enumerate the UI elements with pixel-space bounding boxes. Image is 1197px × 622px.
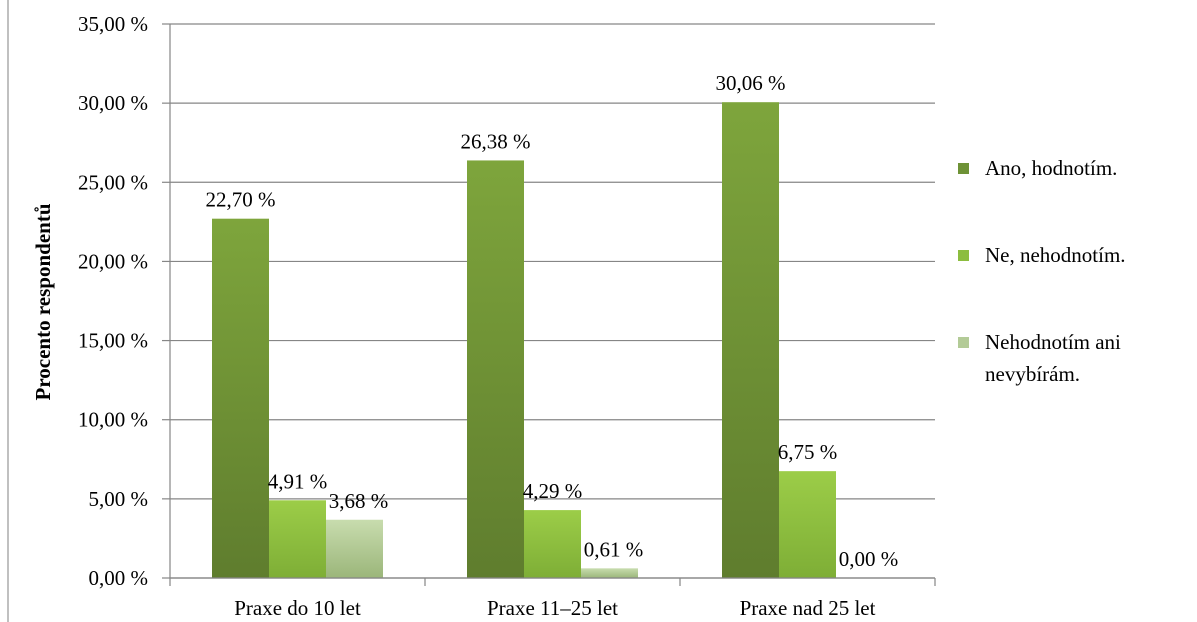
bar <box>779 471 836 578</box>
y-tick-label: 10,00 % <box>78 408 148 432</box>
bar <box>269 500 326 578</box>
bar <box>467 160 524 578</box>
data-label: 6,75 % <box>778 440 838 464</box>
data-labels: 22,70 % 4,91 %3,68 % 26,38 % 4,29 % 0,61 % 30… <box>206 71 899 571</box>
x-tick-label: Praxe do 10 let <box>234 596 361 620</box>
data-label: 4,91 % <box>268 469 328 493</box>
legend-swatch <box>958 250 969 261</box>
y-axis-title: Procento respondentů <box>31 203 55 400</box>
y-tick-label: 35,00 % <box>78 12 148 36</box>
y-tick-label: 0,00 % <box>89 566 149 590</box>
y-tick-label: 20,00 % <box>78 249 148 273</box>
legend: Ano, hodnotím. Ne, nehodnotím. Nehodnotím … <box>958 156 1126 386</box>
bar <box>326 519 383 578</box>
bar <box>581 568 638 578</box>
legend-swatch <box>958 337 969 348</box>
data-label: 4,29 % <box>523 479 583 503</box>
x-tick-label: Praxe nad 25 let <box>740 596 876 620</box>
y-tick-label: 15,00 % <box>78 329 148 353</box>
bar <box>722 102 779 578</box>
data-label: 0,61 % <box>584 537 644 561</box>
y-axis: 0,00 % 5,00 % 10,00 % 15,00 % 20,00 % 25,00 %… <box>78 12 171 590</box>
data-label: 30,06 % <box>716 71 786 95</box>
bar <box>524 510 581 578</box>
bar <box>212 218 269 579</box>
legend-label: Nehodnotím ani <box>985 330 1121 354</box>
x-axis: Praxe do 10 let Praxe 11–25 let Praxe nad … <box>169 577 936 620</box>
bars <box>212 102 836 579</box>
data-label: 22,70 % <box>206 188 276 212</box>
data-label: 26,38 % <box>461 129 531 153</box>
data-label: 3,68 % <box>329 489 389 513</box>
y-tick-label: 30,00 % <box>78 91 148 115</box>
y-tick-label: 25,00 % <box>78 170 148 194</box>
y-tick-label: 5,00 % <box>89 487 149 511</box>
legend-label: Ano, hodnotím. <box>985 156 1117 180</box>
x-tick-label: Praxe 11–25 let <box>487 596 618 620</box>
legend-label: nevybírám. <box>985 362 1080 386</box>
legend-swatch <box>958 163 969 174</box>
data-label: 0,00 % <box>839 547 899 571</box>
legend-label: Ne, nehodnotím. <box>985 243 1126 267</box>
